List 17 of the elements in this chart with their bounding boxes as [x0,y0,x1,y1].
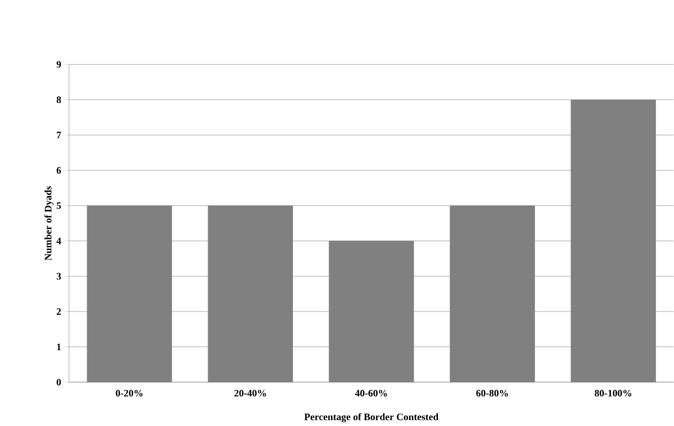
x-tick-label: 0-20% [116,390,142,397]
x-tick-label: 20-40% [234,390,266,397]
x-tick-label: 40-60% [355,390,387,397]
x-axis-title: Percentage of Border Contested [304,413,438,423]
y-tick-label: 2 [56,308,61,316]
x-tick-label: 80-100% [594,390,632,397]
y-tick-label: 5 [56,202,61,210]
x-tick-label: 60-80% [476,390,508,397]
y-axis-title: Number of Dyads [44,186,54,261]
y-tick-label: 7 [56,132,62,138]
y-tick-label: 4 [56,238,62,244]
y-tick-label: 9 [56,61,61,68]
y-tick-label: 8 [56,96,61,104]
y-tick-label: 1 [57,344,61,350]
y-tick-label: 0 [56,379,61,386]
y-tick-label: 6 [56,167,61,174]
y-tick-label: 3 [56,273,61,280]
